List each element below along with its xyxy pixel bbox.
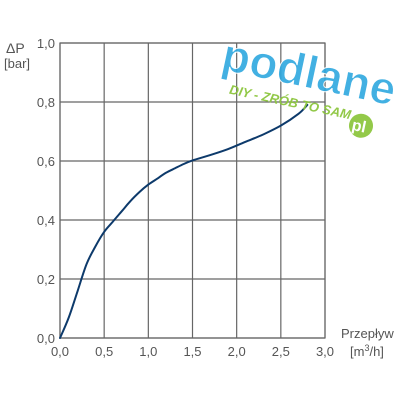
watermark-tld-text: pl (350, 117, 367, 137)
axes (59, 42, 326, 339)
watermark-logo: podlane DIY - ZRÓB TO SAM pl (217, 28, 400, 138)
y-tick-label-0: 0,0 (37, 331, 55, 346)
x-tick-label-5: 2,5 (272, 344, 290, 359)
x-tick-label-6: 3,0 (316, 344, 334, 359)
x-tick-label-4: 2,0 (228, 344, 246, 359)
x-tick-label-2: 1,0 (139, 344, 157, 359)
y-axis-unit: [bar] (4, 56, 30, 71)
x-axis-unit-sup: 3 (364, 343, 369, 353)
y-tick-label-1: 0,2 (37, 272, 55, 287)
x-tick-label-1: 0,5 (95, 344, 113, 359)
y-tick-label-5: 1,0 (37, 36, 55, 51)
series-line-0 (59, 103, 309, 339)
y-axis-symbol: ΔP (6, 40, 25, 56)
y-tick-label-4: 0,8 (37, 95, 55, 110)
x-axis-label: Przepływ (341, 326, 394, 341)
tick-labels: 0,0 0,5 1,0 1,5 2,0 2,5 3,0 0,0 0,2 0,4 0,6 0,8 1,0 (37, 36, 334, 359)
y-tick-label-2: 0,4 (37, 213, 55, 228)
x-axis-unit-prefix: [m (350, 344, 364, 359)
plot-border (59, 42, 326, 339)
series (59, 103, 309, 339)
x-axis-unit: [m3/h] (350, 343, 384, 359)
y-tick-label-3: 0,6 (37, 154, 55, 169)
watermark-tld-badge (348, 113, 373, 138)
x-axis-unit-suffix: /h] (369, 344, 383, 359)
x-tick-label-3: 1,5 (183, 344, 201, 359)
x-tick-label-0: 0,0 (51, 344, 69, 359)
